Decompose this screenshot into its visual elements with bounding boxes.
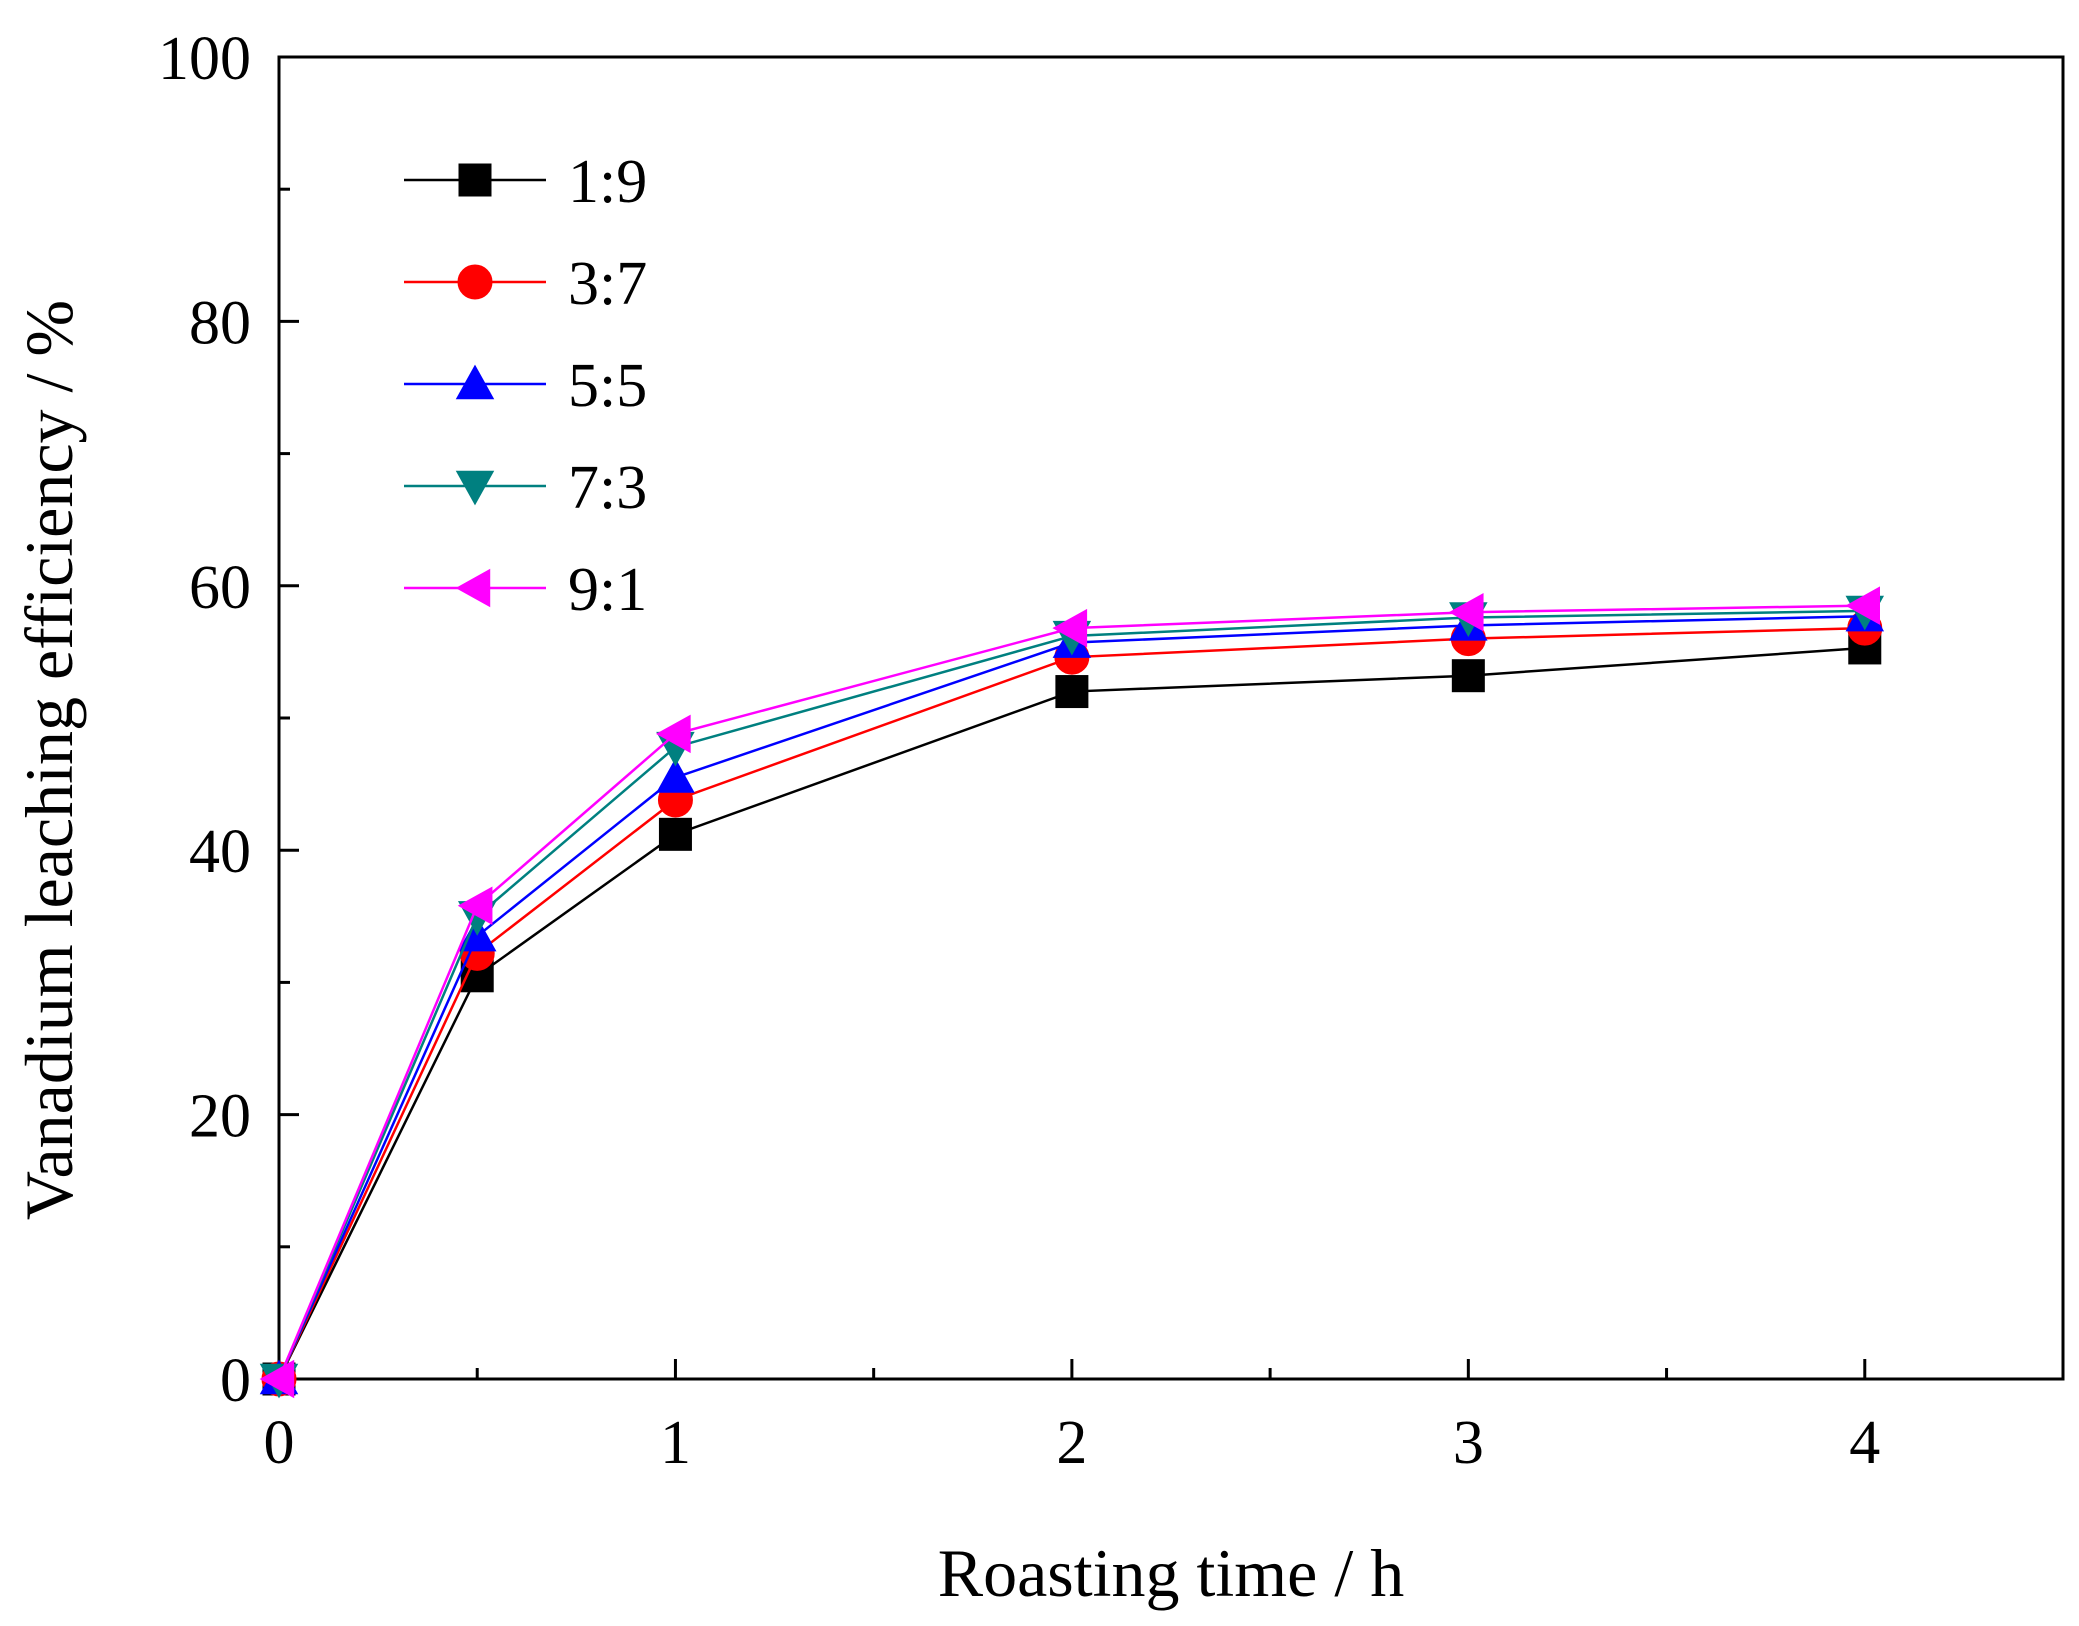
data-point — [656, 758, 695, 793]
legend-item: 3:7 — [404, 250, 647, 318]
y-tick-label: 100 — [158, 25, 251, 93]
y-tick-label: 80 — [189, 289, 251, 357]
data-point — [1451, 659, 1485, 693]
data-point — [1052, 608, 1088, 648]
legend-label: 9:1 — [568, 556, 647, 624]
y-axis: 0 20 40 60 80 100 — [158, 25, 299, 1415]
series-line — [277, 646, 1865, 1380]
legend-marker — [455, 364, 495, 400]
x-tick-label: 4 — [1849, 1409, 1880, 1477]
data-point — [259, 1359, 295, 1399]
series-3:7 — [261, 610, 1883, 1397]
legend-item: 9:1 — [404, 556, 647, 624]
series-line — [277, 609, 1865, 1380]
x-tick-label: 1 — [660, 1409, 691, 1477]
series-line — [277, 614, 1865, 1380]
legend-item: 5:5 — [404, 352, 647, 420]
x-tick-label: 2 — [1056, 1409, 1087, 1477]
legend-label: 7:3 — [568, 454, 647, 522]
x-axis: 0 1 2 3 4 — [264, 1359, 1880, 1477]
y-tick-label: 40 — [189, 818, 251, 886]
x-tick-label: 0 — [264, 1409, 295, 1477]
data-point — [658, 817, 692, 851]
series-line — [277, 604, 1865, 1380]
series-9:1 — [259, 586, 1880, 1399]
series-line — [277, 626, 1865, 1380]
legend-item: 1:9 — [404, 148, 647, 216]
plot-frame — [277, 55, 2065, 1381]
data-point — [1845, 586, 1880, 625]
legend-item: 7:3 — [404, 454, 647, 522]
legend-marker — [458, 163, 492, 197]
legend-label: 1:9 — [568, 148, 647, 216]
data-point — [457, 886, 493, 925]
series-1:9 — [262, 631, 1882, 1396]
data-point — [1448, 592, 1484, 632]
x-tick-label: 3 — [1453, 1409, 1484, 1477]
y-tick-label: 20 — [189, 1083, 251, 1151]
legend: 1:9 3:7 5:5 7:3 9:1 — [404, 148, 647, 624]
legend-marker — [455, 568, 491, 608]
y-axis-label: Vanadium leaching efficiency / % — [11, 300, 87, 1220]
legend-label: 5:5 — [568, 352, 647, 420]
y-tick-label: 60 — [189, 554, 251, 622]
series-5:5 — [259, 596, 1885, 1395]
data-point — [656, 714, 691, 754]
series-layer — [259, 586, 1885, 1399]
data-point — [1055, 675, 1089, 709]
legend-label: 3:7 — [568, 250, 647, 318]
series-7:3 — [259, 595, 1885, 1399]
legend-marker — [457, 264, 493, 300]
legend-marker — [455, 470, 495, 506]
x-axis-label: Roasting time / h — [938, 1535, 1405, 1611]
y-tick-label: 0 — [220, 1347, 251, 1415]
